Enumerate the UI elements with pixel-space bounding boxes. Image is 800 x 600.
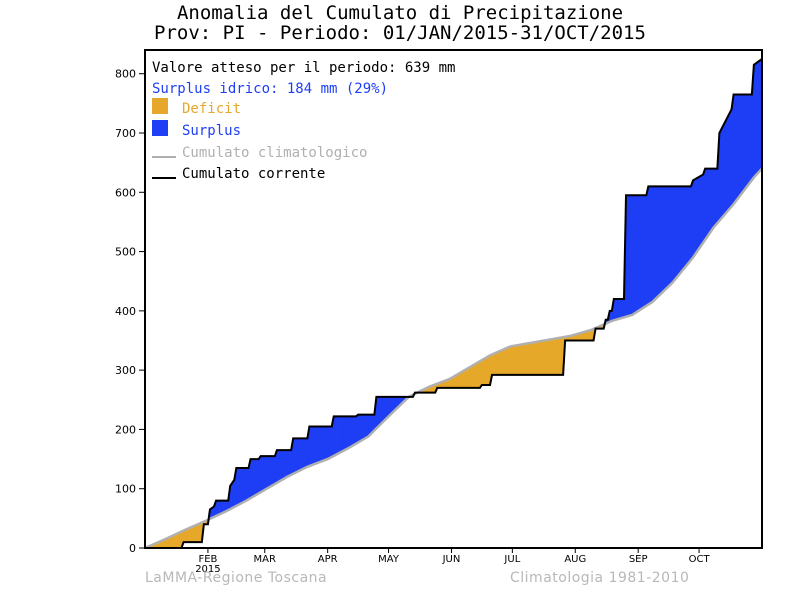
series-line-layer bbox=[144, 58, 763, 550]
x-tick-label: MAR bbox=[254, 554, 276, 565]
y-tick-label: 700 bbox=[115, 127, 136, 140]
legend: Valore atteso per il periodo: 639 mm Sur… bbox=[152, 60, 455, 182]
footer-source: LaMMA-Regione Toscana bbox=[145, 570, 328, 586]
y-tick-label: 400 bbox=[115, 305, 136, 318]
y-axis: 0 100 200 300 400 500 600 700 800 bbox=[115, 68, 145, 555]
x-tick-label: OCT bbox=[689, 554, 711, 565]
legend-surplus-label: Surplus bbox=[182, 123, 241, 139]
x-tick-label: FEB bbox=[198, 554, 217, 565]
y-tick-label: 600 bbox=[115, 186, 136, 199]
legend-surplus-text: Surplus idrico: 184 mm (29%) bbox=[152, 81, 388, 97]
y-tick-label: 0 bbox=[129, 542, 136, 555]
x-tick-label: AUG bbox=[564, 554, 586, 565]
y-tick-label: 500 bbox=[115, 246, 136, 259]
current-line bbox=[145, 58, 763, 549]
legend-deficit-label: Deficit bbox=[182, 101, 241, 117]
x-tick-label: JUL bbox=[503, 554, 520, 565]
y-tick-label: 200 bbox=[115, 423, 136, 436]
legend-deficit-swatch bbox=[152, 98, 168, 114]
legend-surplus-swatch bbox=[152, 120, 168, 136]
x-tick-label: SEP bbox=[629, 554, 648, 565]
footer-climatology: Climatologia 1981-2010 bbox=[510, 570, 690, 586]
y-tick-label: 300 bbox=[115, 364, 136, 377]
legend-current-label: Cumulato corrente bbox=[182, 166, 325, 182]
plot-frame bbox=[144, 49, 763, 549]
x-tick-label: MAY bbox=[378, 554, 400, 565]
x-year-label: 2015 bbox=[195, 564, 220, 575]
y-tick-label: 800 bbox=[115, 68, 136, 81]
chart-title-line1: Anomalia del Cumulato di Precipitazione bbox=[176, 2, 624, 24]
x-tick-label: JUN bbox=[442, 554, 461, 565]
legend-climatological-label: Cumulato climatologico bbox=[182, 145, 367, 161]
y-tick-label: 100 bbox=[115, 483, 136, 496]
chart-title-line2: Prov: PI - Periodo: 01/JAN/2015-31/OCT/2… bbox=[154, 22, 646, 44]
climatological-line bbox=[144, 167, 763, 550]
x-tick-label: APR bbox=[318, 554, 338, 565]
legend-expected-value: Valore atteso per il periodo: 639 mm bbox=[152, 60, 455, 76]
x-axis: FEB MAR APR MAY JUN JUL AUG SEP OCT 2015 bbox=[195, 548, 710, 575]
